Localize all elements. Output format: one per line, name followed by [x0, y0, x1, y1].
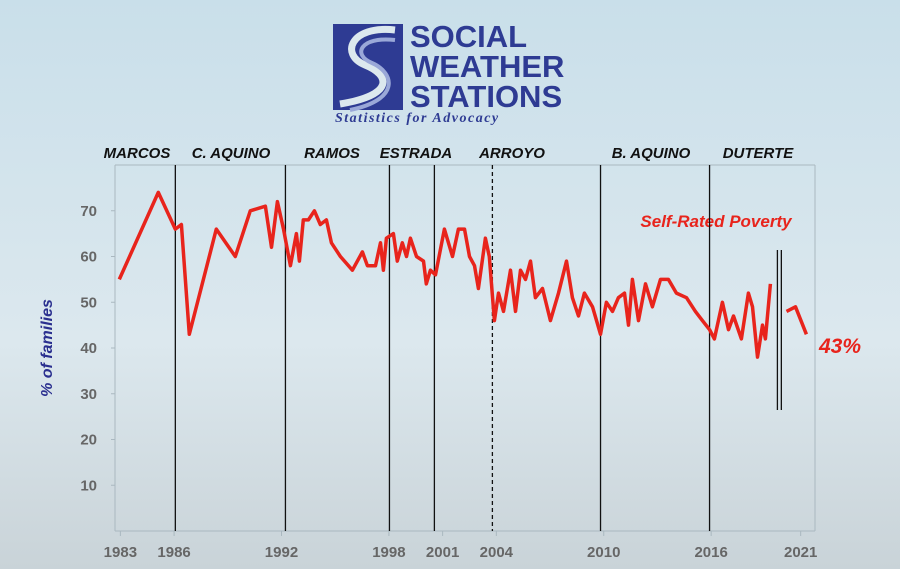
x-tick-label: 2001 — [426, 544, 459, 561]
logo-tagline: Statistics for Advocacy — [335, 111, 500, 126]
x-tick-label: 1986 — [157, 544, 190, 561]
logo-stripe — [349, 37, 396, 112]
era-label: MARCOS — [104, 145, 171, 162]
era-label: ARROYO — [478, 145, 545, 162]
annotation: Self-Rated Poverty — [640, 212, 793, 231]
logo-stripe — [339, 25, 396, 108]
logo-text: WEATHER — [410, 49, 564, 84]
y-tick-label: 40 — [80, 340, 97, 357]
x-tick-label: 2004 — [480, 544, 514, 561]
data-line — [117, 190, 809, 359]
era-label: ESTRADA — [380, 145, 453, 162]
era-label: B. AQUINO — [612, 145, 691, 162]
y-axis-label: % of families — [39, 299, 56, 397]
logo-text: STATIONS — [410, 79, 562, 114]
era-label: DUTERTE — [723, 145, 795, 162]
x-tick-label: 2016 — [694, 544, 727, 561]
era-label: C. AQUINO — [192, 145, 271, 162]
x-tick-label: 1992 — [265, 544, 298, 561]
x-tick-label: 2010 — [587, 544, 620, 561]
y-tick-label: 50 — [80, 294, 97, 311]
x-tick-label: 2021 — [784, 544, 817, 561]
y-tick-label: 60 — [80, 249, 97, 266]
y-tick-label: 70 — [80, 203, 97, 220]
x-tick-label: 1983 — [104, 544, 137, 561]
y-tick-label: 20 — [80, 432, 97, 449]
era-label: RAMOS — [304, 145, 360, 162]
x-tick-label: 1998 — [372, 544, 405, 561]
logo-text: SOCIAL — [410, 19, 527, 54]
y-tick-label: 30 — [80, 386, 97, 403]
end-label: 43% — [818, 335, 861, 358]
logo: SOCIAL WEATHER STATIONS Statistics for A… — [333, 19, 564, 126]
y-tick-label: 10 — [80, 477, 97, 494]
